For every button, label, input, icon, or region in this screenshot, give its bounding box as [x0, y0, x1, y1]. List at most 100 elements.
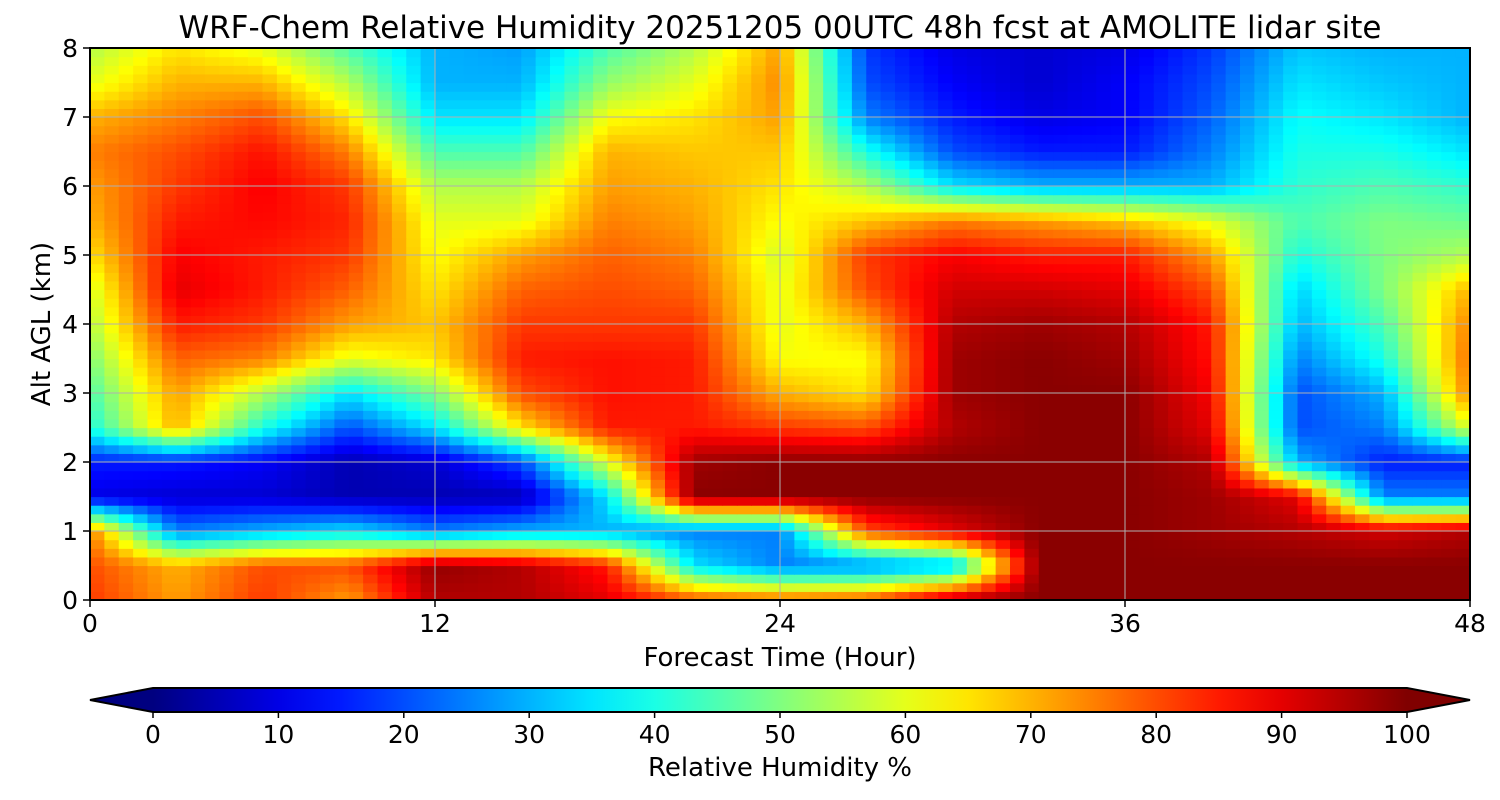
heatmap-cell: [1010, 401, 1025, 411]
heatmap-cell: [348, 556, 364, 567]
heatmap-cell: [1053, 298, 1069, 308]
heatmap-cell: [736, 505, 752, 515]
heatmap-cell: [190, 384, 206, 394]
heatmap-cell: [248, 237, 264, 247]
heatmap-cell: [708, 186, 724, 196]
heatmap-cell: [1125, 539, 1140, 549]
heatmap-cell: [1254, 237, 1270, 247]
heatmap-cell: [837, 324, 853, 334]
heatmap-cell: [679, 160, 695, 170]
heatmap-cell: [535, 272, 551, 282]
heatmap-cell: [1426, 479, 1442, 489]
heatmap-cell: [1153, 375, 1169, 385]
heatmap-cell: [708, 263, 724, 273]
heatmap-cell: [1125, 203, 1140, 213]
heatmap-cell: [1355, 263, 1370, 273]
heatmap-cell: [1182, 194, 1198, 204]
heatmap-cell: [248, 556, 264, 567]
heatmap-cell: [607, 280, 623, 291]
heatmap-cell: [535, 315, 551, 325]
heatmap-cell: [679, 522, 695, 532]
heatmap-cell: [966, 453, 982, 463]
heatmap-cell: [923, 194, 939, 204]
heatmap-cell: [564, 237, 580, 247]
heatmap-cell: [1412, 324, 1428, 334]
heatmap-cell: [1196, 177, 1212, 187]
heatmap-cell: [1326, 556, 1342, 567]
heatmap-cell: [880, 436, 896, 446]
heatmap-cell: [837, 246, 853, 256]
heatmap-cell: [190, 272, 206, 282]
heatmap-cell: [147, 556, 163, 567]
heatmap-cell: [348, 418, 364, 429]
heatmap-cell: [823, 315, 839, 325]
heatmap-cell: [190, 513, 206, 523]
heatmap-cell: [133, 582, 149, 592]
heatmap-cell: [736, 341, 752, 351]
heatmap-cell: [636, 556, 652, 567]
heatmap-cell: [1153, 194, 1169, 204]
heatmap-cell: [823, 539, 839, 549]
heatmap-cell: [147, 470, 163, 480]
heatmap-cell: [765, 272, 781, 282]
heatmap-cell: [966, 298, 982, 308]
heatmap-cell: [320, 582, 335, 592]
heatmap-cell: [262, 315, 278, 325]
heatmap-cell: [621, 418, 637, 429]
heatmap-cell: [1153, 255, 1169, 265]
heatmap-cell: [966, 401, 982, 411]
heatmap-cell: [420, 177, 436, 187]
heatmap-cell: [1024, 591, 1040, 600]
heatmap-cell: [1311, 306, 1327, 316]
heatmap-cell: [679, 168, 695, 178]
heatmap-cell: [291, 410, 307, 420]
heatmap-cell: [1211, 410, 1227, 420]
heatmap-cell: [320, 220, 335, 230]
heatmap-cell: [808, 556, 824, 567]
heatmap-cell: [305, 418, 321, 429]
heatmap-cell: [1182, 410, 1198, 420]
heatmap-cell: [621, 186, 637, 196]
heatmap-cell: [1398, 211, 1414, 222]
heatmap-cell: [1096, 332, 1112, 342]
heatmap-cell: [1225, 384, 1241, 394]
heatmap-cell: [305, 341, 321, 351]
heatmap-cell: [1455, 384, 1470, 394]
heatmap-cell: [550, 487, 565, 498]
heatmap-cell: [1139, 401, 1155, 411]
heatmap-cell: [1426, 151, 1442, 161]
heatmap-cell: [118, 306, 134, 316]
heatmap-cell: [1010, 332, 1025, 342]
heatmap-cell: [492, 444, 508, 454]
heatmap-cell: [147, 513, 163, 523]
heatmap-cell: [1355, 522, 1370, 532]
heatmap-cell: [1010, 556, 1025, 567]
heatmap-cell: [909, 220, 925, 230]
heatmap-cell: [895, 410, 910, 420]
heatmap-cell: [923, 539, 939, 549]
heatmap-cell: [305, 436, 321, 446]
heatmap-cell: [693, 349, 709, 360]
heatmap-cell: [1326, 160, 1342, 170]
heatmap-cell: [1398, 393, 1414, 403]
heatmap-cell: [780, 539, 795, 549]
heatmap-cell: [794, 186, 810, 196]
heatmap-cell: [1355, 229, 1370, 239]
heatmap-cell: [995, 565, 1011, 575]
heatmap-cell: [966, 306, 982, 316]
heatmap-cell: [794, 522, 810, 532]
heatmap-cell: [1010, 160, 1025, 170]
heatmap-cell: [1125, 306, 1140, 316]
heatmap-cell: [535, 393, 551, 403]
heatmap-cell: [895, 246, 910, 256]
heatmap-cell: [391, 393, 407, 403]
heatmap-cell: [1398, 487, 1414, 498]
heatmap-cell: [1081, 358, 1097, 368]
heatmap-cell: [966, 531, 982, 541]
heatmap-cell: [837, 556, 853, 567]
heatmap-cell: [348, 522, 364, 532]
heatmap-cell: [1340, 505, 1356, 515]
heatmap-cell: [607, 556, 623, 567]
heatmap-cell: [736, 487, 752, 498]
heatmap-cell: [1225, 324, 1241, 334]
